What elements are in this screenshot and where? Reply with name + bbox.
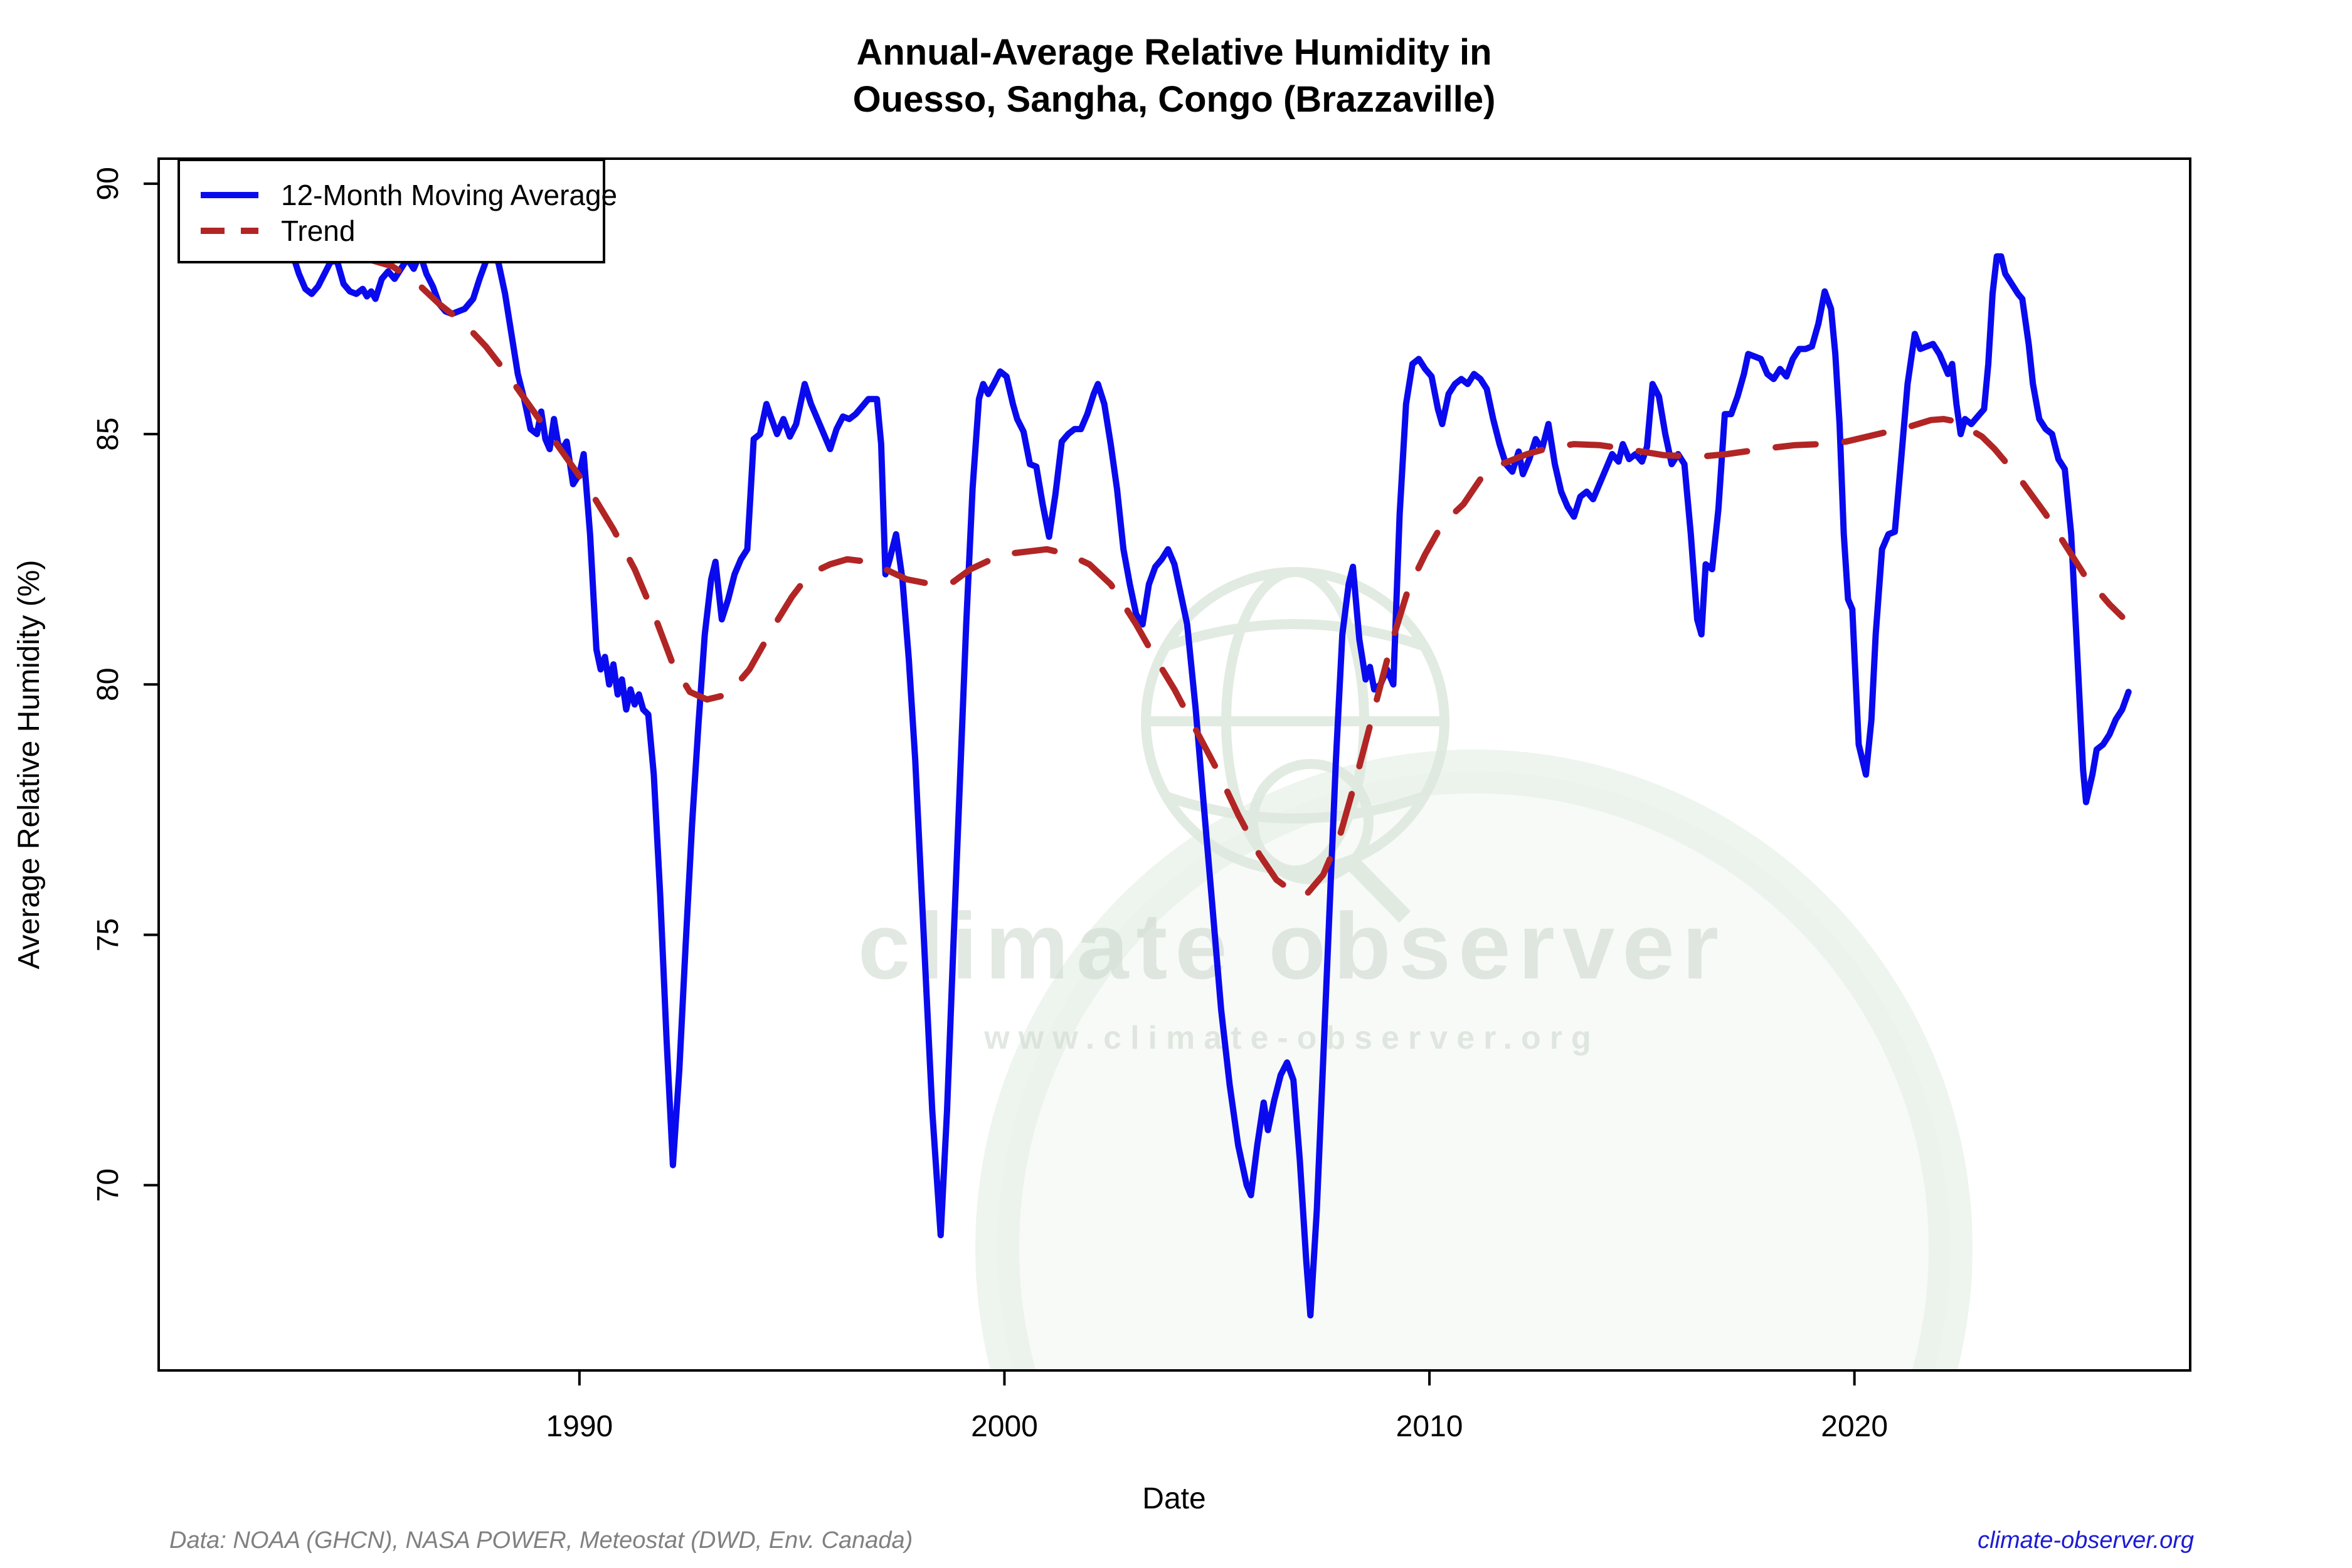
y-tick-label: 75 [92, 918, 125, 951]
legend-label-trend: Trend [281, 215, 355, 247]
site-link[interactable]: climate-observer.org [1978, 1527, 2194, 1554]
moving-average-line [289, 245, 2132, 1319]
y-tick-label: 90 [92, 167, 125, 200]
legend-label-moving-average: 12-Month Moving Average [281, 179, 617, 211]
x-tick-label: 1990 [546, 1410, 613, 1443]
y-tick-label: 70 [92, 1168, 125, 1202]
watermark-big-circle [997, 771, 1951, 1370]
chart-title-line2: Ouesso, Sangha, Congo (Brazzaville) [853, 79, 1496, 120]
x-axis-title: Date [1142, 1482, 1205, 1515]
chart-title-line1: Annual-Average Relative Humidity in [856, 32, 1491, 73]
trend-line [291, 235, 2126, 898]
y-axis-title: Average Relative Humidity (%) [13, 560, 46, 970]
y-tick-label: 85 [92, 417, 125, 450]
x-tick-label: 2020 [1821, 1410, 1888, 1443]
legend-box [177, 159, 605, 263]
plot-border [157, 157, 2191, 1372]
watermark-big-ring [975, 750, 1973, 1370]
watermark-brand-text: climate observer [858, 893, 1726, 999]
watermark: climate observer www.climate-observer.or… [858, 567, 1973, 1370]
plot-area: 1990 2000 2010 2020 70 75 80 85 90 [92, 157, 2191, 1443]
x-tick-label: 2010 [1396, 1410, 1463, 1443]
y-tick-label: 80 [92, 668, 125, 701]
x-tick-label: 2000 [971, 1410, 1038, 1443]
legend: 12-Month Moving Average Trend [177, 159, 617, 263]
data-source-credit: Data: NOAA (GHCN), NASA POWER, Meteostat… [169, 1527, 913, 1554]
watermark-url-text: www.climate-observer.org [983, 1020, 1599, 1056]
